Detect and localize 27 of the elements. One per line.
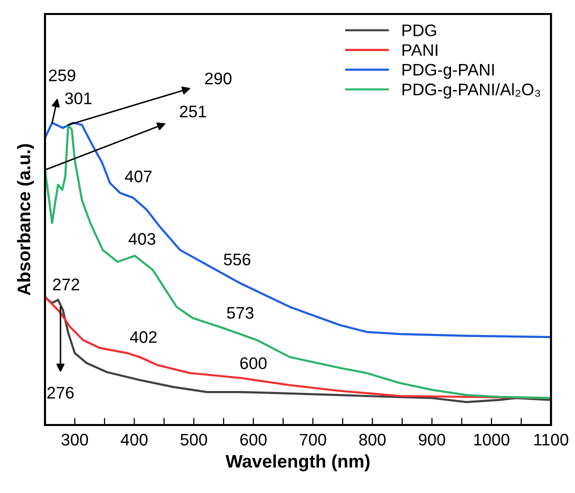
annotation: 573 xyxy=(227,307,254,319)
annotation: 556 xyxy=(224,254,250,266)
annotation: 407 xyxy=(124,170,152,182)
annotation: 290 xyxy=(205,72,232,84)
annotation: 272 xyxy=(53,278,80,290)
x-tick-label: 600 xyxy=(240,434,267,446)
legend-label: PDG xyxy=(402,24,436,36)
legend-label: PDG-g-PANI/Al₂O₃ xyxy=(402,83,540,99)
x-tick-label: 700 xyxy=(300,434,326,446)
x-tick-label: 1100 xyxy=(534,434,568,446)
annotation: 301 xyxy=(65,92,92,104)
x-tick-label: 1000 xyxy=(474,434,510,446)
x-tick-label: 300 xyxy=(62,434,88,446)
annotation: 403 xyxy=(128,233,156,245)
x-tick-label: 500 xyxy=(180,434,208,446)
annotation: 276 xyxy=(47,386,74,399)
x-tick-label: 900 xyxy=(418,434,446,446)
y-axis-title: Absorbance (a.u.) xyxy=(17,144,34,296)
legend-label: PDG-g-PANI xyxy=(402,64,494,79)
x-tick-label: 400 xyxy=(120,434,148,446)
legend-label: PANI xyxy=(402,44,438,56)
annotation: 251 xyxy=(180,106,206,118)
annotation: 600 xyxy=(240,357,267,370)
annotation: 402 xyxy=(130,331,157,343)
x-tick-label: 800 xyxy=(359,434,386,446)
x-axis-title: Wavelength (nm) xyxy=(226,454,370,472)
annotation: 259 xyxy=(49,69,76,82)
